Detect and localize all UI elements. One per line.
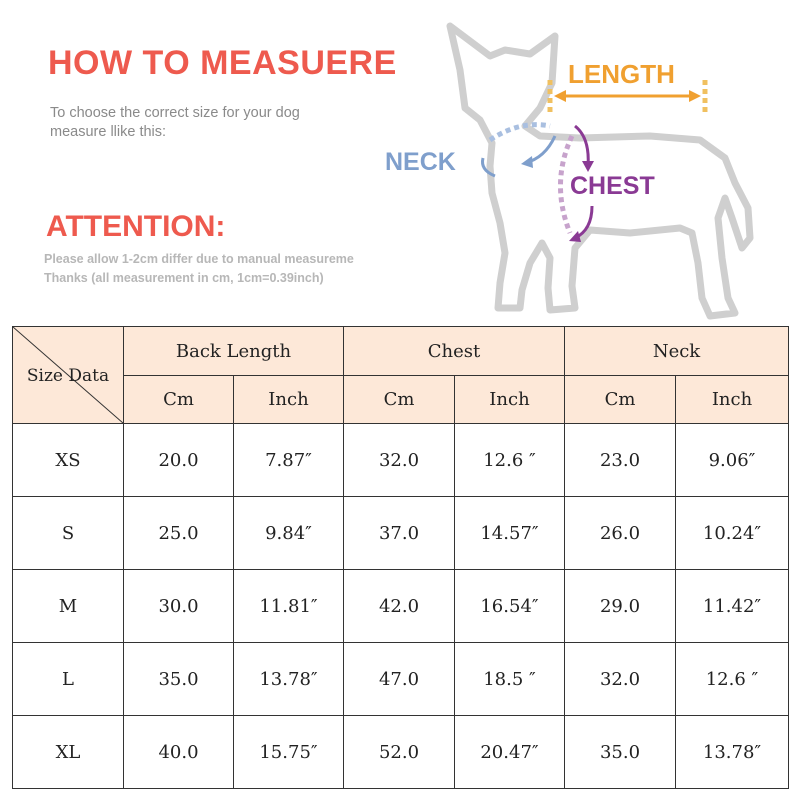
table-cell: 9.84″ xyxy=(233,496,344,570)
size-cell: M xyxy=(12,569,124,643)
table-row: XL 40.0 15.75″ 52.0 20.47″ 35.0 13.78″ xyxy=(12,715,790,789)
corner-label: Size Data xyxy=(26,365,110,386)
table-row: L 35.0 13.78″ 47.0 18.5 ″ 32.0 12.6 ″ xyxy=(12,642,790,716)
table-cell: 9.06″ xyxy=(674,423,790,497)
group-header-neck: Neck xyxy=(563,326,790,376)
table-cell: 10.24″ xyxy=(674,496,790,570)
group-header-chest: Chest xyxy=(343,326,565,376)
table-cell: 30.0 xyxy=(123,569,234,643)
dog-measurement-diagram: LENGTH NECK CHEST xyxy=(385,22,754,320)
attention-note: Please allow 1-2cm differ due to manual … xyxy=(44,250,404,288)
table-cell: 12.6 ″ xyxy=(674,642,790,716)
neck-arrow-lower-icon xyxy=(481,157,496,178)
table-cell: 20.0 xyxy=(123,423,234,497)
header-row-units: Cm Inch Cm Inch Cm Inch xyxy=(13,375,790,424)
length-arrow-left-head xyxy=(554,90,566,102)
unit-header: Cm xyxy=(564,375,676,424)
unit-header: Inch xyxy=(233,375,344,424)
page-title: HOW TO MEASUERE xyxy=(48,44,397,82)
unit-header: Cm xyxy=(343,375,455,424)
subtitle-text: To choose the correct size for your dog … xyxy=(50,105,300,140)
chest-arrow-lower-head xyxy=(569,231,581,242)
table-cell: 23.0 xyxy=(564,423,676,497)
size-cell: L xyxy=(12,642,124,716)
table-cell: 35.0 xyxy=(564,715,676,789)
table-cell: 7.87″ xyxy=(233,423,344,497)
table-cell: 29.0 xyxy=(564,569,676,643)
dog-silhouette-icon xyxy=(446,22,754,320)
table-cell: 40.0 xyxy=(123,715,234,789)
chest-arrow-upper-icon xyxy=(574,124,590,167)
chest-guide xyxy=(557,134,575,234)
table-cell: 32.0 xyxy=(564,642,676,716)
length-arrow-right-head xyxy=(689,90,701,102)
neck-arrow-head xyxy=(521,156,533,168)
chest-label: CHEST xyxy=(570,172,655,200)
table-row: S 25.0 9.84″ 37.0 14.57″ 26.0 10.24″ xyxy=(12,496,790,570)
table-cell: 14.57″ xyxy=(454,496,565,570)
corner-cell: Size Data xyxy=(12,326,124,424)
table-cell: 37.0 xyxy=(343,496,455,570)
table-cell: 35.0 xyxy=(123,642,234,716)
size-cell: S xyxy=(12,496,124,570)
table-row: M 30.0 11.81″ 42.0 16.54″ 29.0 11.42″ xyxy=(12,569,790,643)
attention-note-line-1: Please allow 1-2cm differ due to manual … xyxy=(44,252,354,266)
unit-header: Inch xyxy=(454,375,565,424)
table-cell: 32.0 xyxy=(343,423,455,497)
table-cell: 18.5 ″ xyxy=(454,642,565,716)
neck-guide xyxy=(488,122,551,143)
neck-label: NECK xyxy=(385,148,456,176)
chest-arrow-upper-head xyxy=(582,161,594,172)
table-cell: 25.0 xyxy=(123,496,234,570)
table-cell: 11.81″ xyxy=(233,569,344,643)
table-cell: 47.0 xyxy=(343,642,455,716)
corner-diagonal xyxy=(13,327,123,423)
attention-note-line-2: Thanks (all measurement in cm, 1cm=0.39i… xyxy=(44,271,324,285)
table-cell: 12.6 ″ xyxy=(454,423,565,497)
table-cell: 15.75″ xyxy=(233,715,344,789)
size-chart-table: Size Data Back Length Chest Neck Cm Inch… xyxy=(12,326,790,789)
table-cell: 13.78″ xyxy=(233,642,344,716)
size-cell: XL xyxy=(12,715,124,789)
table-cell: 42.0 xyxy=(343,569,455,643)
group-header-back-length: Back Length xyxy=(123,326,344,376)
table-cell: 16.54″ xyxy=(454,569,565,643)
size-cell: XS xyxy=(12,423,124,497)
table-row: XS 20.0 7.87″ 32.0 12.6 ″ 23.0 9.06″ xyxy=(12,423,790,497)
table-cell: 52.0 xyxy=(343,715,455,789)
table-cell: 26.0 xyxy=(564,496,676,570)
table-cell: 13.78″ xyxy=(674,715,790,789)
header-row-groups: Size Data Back Length Chest Neck xyxy=(12,326,790,424)
attention-heading: ATTENTION: xyxy=(46,210,226,243)
length-label: LENGTH xyxy=(568,59,675,89)
unit-header: Inch xyxy=(674,375,790,424)
unit-header: Cm xyxy=(123,375,234,424)
table-cell: 20.47″ xyxy=(454,715,565,789)
table-cell: 11.42″ xyxy=(674,569,790,643)
